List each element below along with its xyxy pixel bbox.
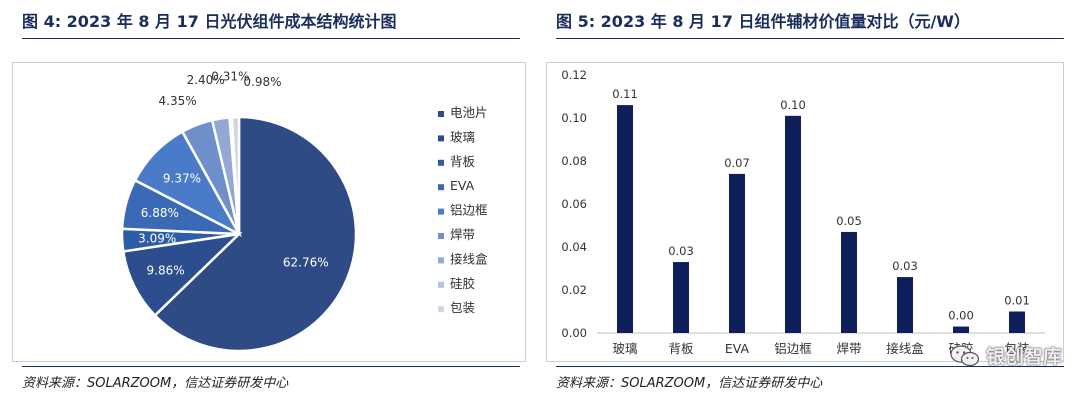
pie-value-label-1: 62.76% [283,255,329,269]
left-source-rule [22,366,520,367]
pie-legend-swatch-3 [438,159,444,166]
y-tick-label-0: 0.00 [561,326,587,340]
bar-value-label-6: 0.03 [892,259,918,273]
bar-4 [785,115,801,333]
pie-slice-9 [230,115,241,235]
y-tick-label-2: 0.04 [561,240,587,254]
x-tick-label-1: 玻璃 [612,341,637,356]
pie-legend-label-4: EVA [450,178,475,193]
x-tick-label-4: 铝边框 [774,341,812,356]
x-tick-label-8: 包装 [1004,341,1029,356]
pie-legend-swatch-1 [438,111,444,117]
watermark-text: 银创智库 [985,346,1062,368]
x-tick-label-6: 接线盒 [886,341,924,356]
x-tick-label-5: 焊带 [836,341,861,356]
bar-value-label-5: 0.05 [836,214,862,228]
bar-2 [673,262,689,333]
pie-slice-1 [153,115,358,353]
bar-value-label-7: 0.00 [948,309,974,323]
pie-legend-swatch-2 [438,135,444,142]
x-tick-label-3: EVA [725,341,750,356]
bar-chart: 0.00 0.02 0.04 0.06 0.08 0.10 0.12 0.11 玻璃 0.03 背板… [561,68,1045,356]
right-source-rule [556,366,1064,367]
pie-value-label-5: 9.37% [163,172,201,186]
pie-value-label-9: 0.98% [243,75,281,89]
bar-3 [729,173,745,333]
bar-8 [1009,311,1025,333]
wechat-icon [950,344,980,366]
x-tick-label-2: 背板 [668,341,694,356]
pie-legend-label-5: 铝边框 [450,203,488,218]
bar-6 [897,277,913,333]
bar-7 [953,326,969,333]
pie-legend-swatch-8 [438,281,444,288]
pie-value-label-7: 2.40% [187,73,225,87]
left-source-note: 资料来源：SOLARZOOM，信达证券研发中心 [22,376,289,391]
pie-value-label-4: 6.88% [141,206,179,220]
left-chart-title: 图 4: 2023 年 8 月 17 日光伏组件成本结构统计图 [22,12,397,31]
pie-legend-swatch-7 [438,257,444,264]
pie-legend-label-2: 玻璃 [450,129,475,144]
pie-value-label-3: 3.09% [138,231,176,245]
bar-value-label-8: 0.01 [1004,294,1030,308]
pie-value-label-2: 9.86% [147,263,185,277]
pie-legend-label-8: 硅胶 [450,276,475,291]
y-tick-label-4: 0.08 [561,154,587,168]
pie-legend-label-9: 包装 [450,300,475,315]
pie-legend-swatch-9 [438,306,444,313]
pie-legend-label-1: 电池片 [450,105,488,120]
right-source-note: 资料来源：SOLARZOOM，信达证券研发中心 [556,376,823,391]
y-tick-label-6: 0.12 [561,68,587,82]
pie-chart-frame: 62.76% 9.86% 3.09% 6.88% 9.37% 4.35% 2.40% 0.31… [12,62,526,362]
bar-value-label-2: 0.03 [668,244,694,258]
y-tick-label-3: 0.06 [561,197,587,211]
y-tick-label-5: 0.10 [561,111,587,125]
y-tick-label-1: 0.02 [561,283,587,297]
bar-1 [617,105,633,333]
bar-value-label-1: 0.11 [612,87,638,101]
bar-chart-frame: 0.00 0.02 0.04 0.06 0.08 0.10 0.12 0.11 玻璃 0.03 背板… [546,62,1064,362]
pie-legend-label-7: 接线盒 [450,251,488,266]
pie-legend-label-6: 焊带 [450,227,475,242]
left-title-rule [22,38,520,39]
pie-slice-2 [121,232,243,318]
right-title-rule [556,38,1064,39]
bar-value-label-3: 0.07 [724,156,750,170]
pie-value-label-6: 4.35% [159,94,197,108]
pie-value-label-8: 0.31% [211,70,249,84]
pie-legend-swatch-6 [438,233,444,239]
pie-chart: 62.76% 9.86% 3.09% 6.88% 9.37% 4.35% 2.40%0.31… [120,70,488,353]
watermark: 银创智库 [950,342,1062,369]
bar-5 [841,231,857,333]
pie-legend-swatch-5 [438,208,444,215]
right-chart-title: 图 5: 2023 年 8 月 17 日组件辅材价值量对比（元/W） [556,12,970,31]
bar-value-label-4: 0.10 [780,98,806,112]
pie-legend-label-3: 背板 [450,154,476,169]
pie-legend-swatch-4 [438,184,444,191]
